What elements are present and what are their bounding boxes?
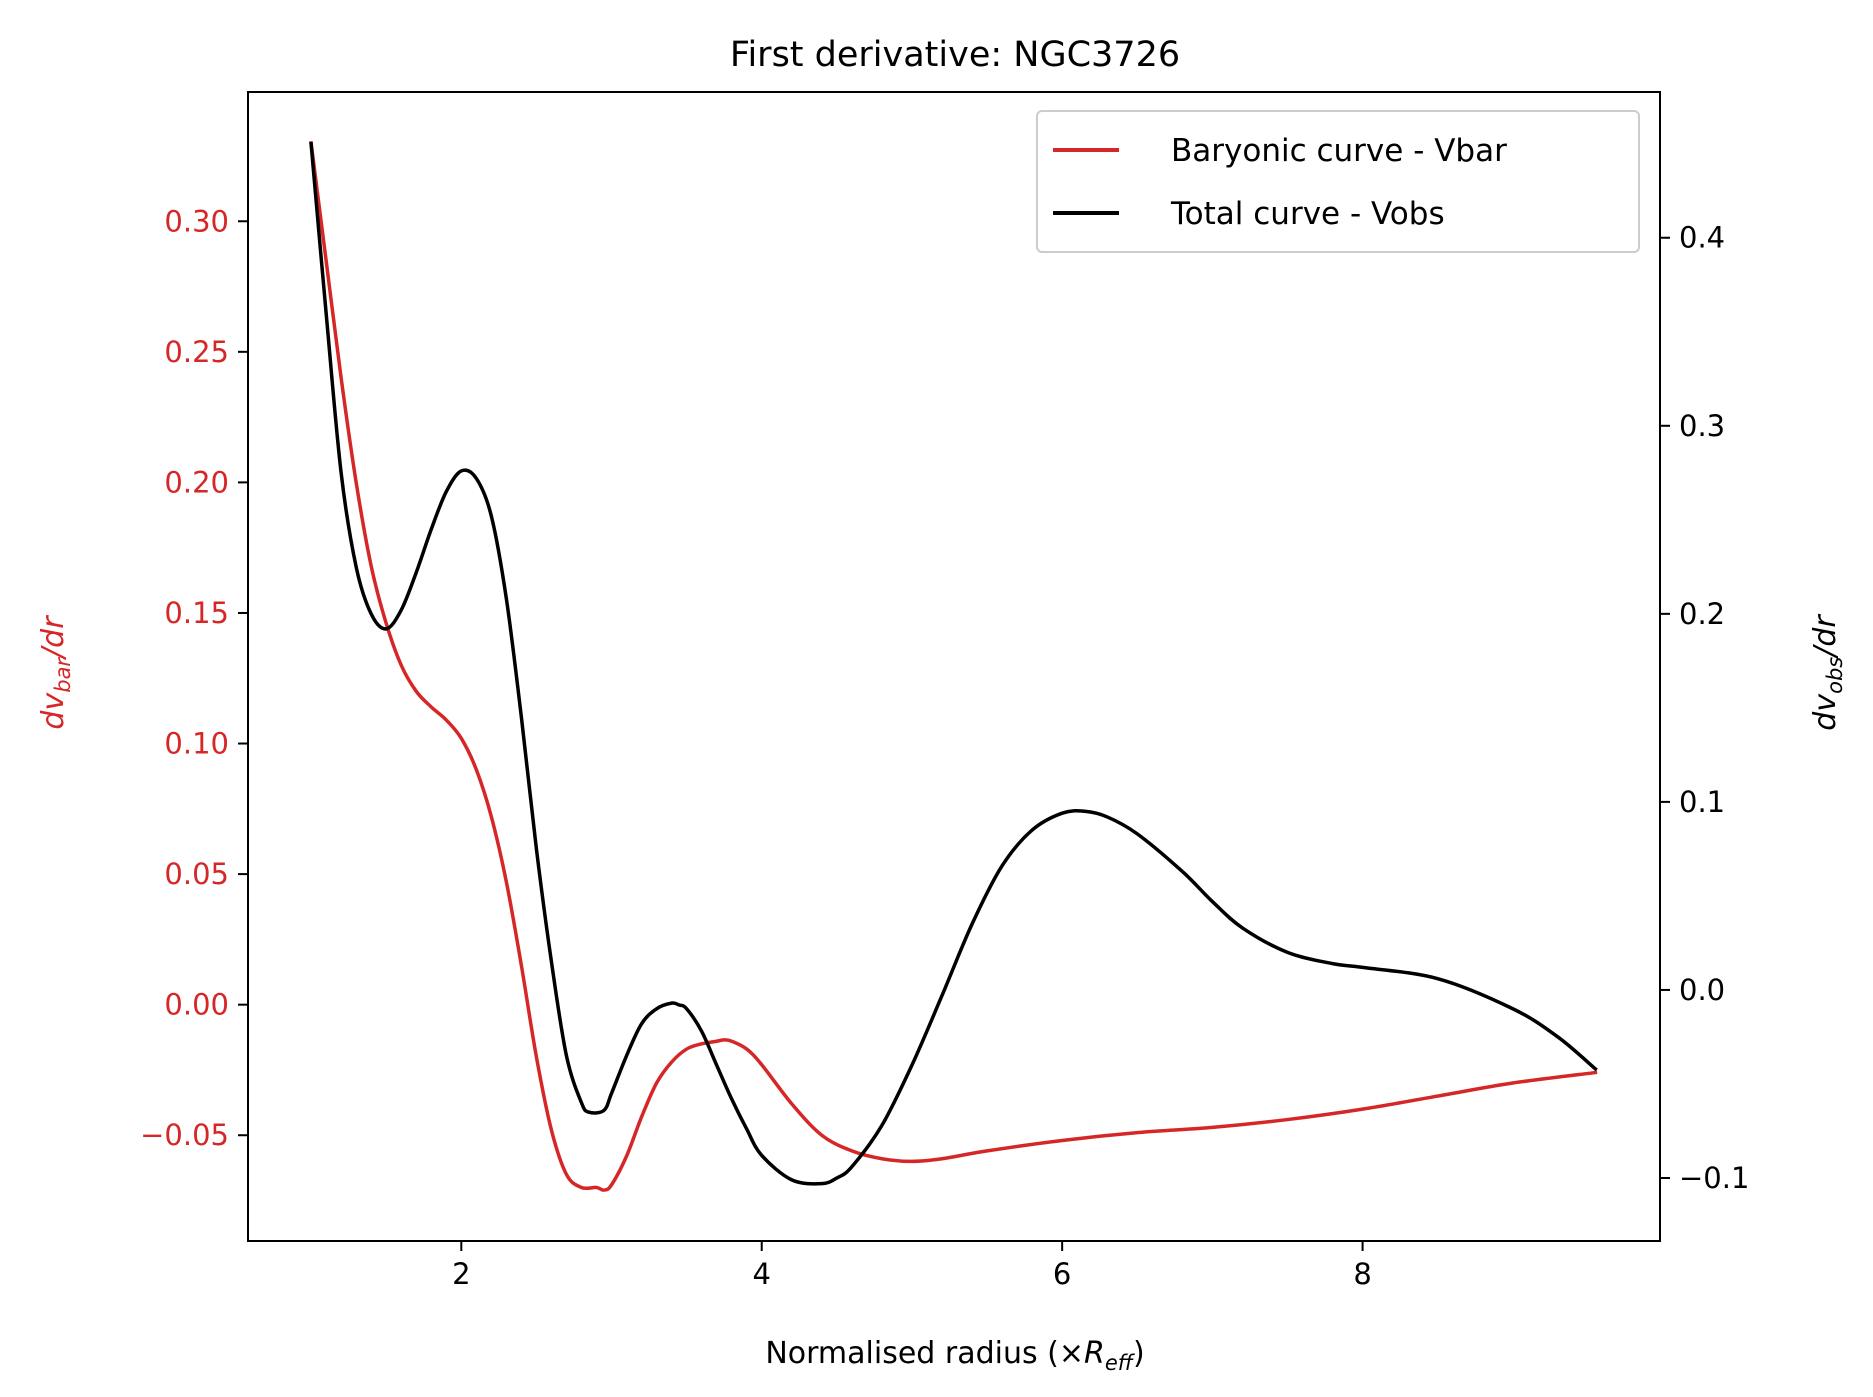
x-axis-label: Normalised radius (×Reff) — [765, 1336, 1144, 1375]
x-tick-label: 8 — [1353, 1257, 1371, 1291]
right-y-axis-label: dvobs/dr — [1808, 614, 1847, 731]
x-axis-ticks: 2 4 6 8 — [452, 1241, 1372, 1291]
chart-title: First derivative: NGC3726 — [730, 35, 1180, 75]
left-axis-ticks: 0.30 0.25 0.20 0.15 0.10 0.05 0.00 −0.05 — [140, 204, 248, 1152]
left-y-tick-label: −0.05 — [140, 1118, 229, 1152]
legend-box — [1036, 110, 1640, 253]
legend-label-baryonic: Baryonic curve - Vbar — [1171, 133, 1507, 169]
right-y-tick-label: 0.1 — [1679, 785, 1725, 819]
left-y-tick-label: 0.30 — [164, 204, 229, 238]
x-tick-label: 4 — [753, 1257, 771, 1291]
legend-label-total: Total curve - Vobs — [1170, 196, 1445, 232]
left-y-tick-label: 0.20 — [164, 465, 229, 499]
left-y-tick-label: 0.25 — [164, 335, 229, 369]
series-line-baryonic — [309, 140, 1598, 1192]
plot-area-frame — [247, 91, 1661, 1242]
series-line-total — [309, 141, 1598, 1186]
right-y-tick-label: 0.4 — [1679, 221, 1725, 255]
plot-lines — [309, 140, 1598, 1192]
left-y-tick-label: 0.10 — [164, 727, 229, 761]
left-y-axis-label: dvbar/dr — [36, 615, 75, 730]
left-y-tick-label: 0.05 — [164, 857, 229, 891]
legend: Baryonic curve - Vbar Total curve - Vobs — [1036, 110, 1640, 253]
right-y-tick-label: 0.0 — [1679, 973, 1725, 1007]
right-y-tick-label: −0.1 — [1679, 1161, 1749, 1195]
right-axis-ticks: 0.4 0.3 0.2 0.1 0.0 −0.1 — [1660, 221, 1749, 1195]
left-y-tick-label: 0.15 — [164, 596, 229, 630]
right-y-tick-label: 0.3 — [1679, 409, 1725, 443]
right-y-tick-label: 0.2 — [1679, 597, 1725, 631]
x-tick-label: 6 — [1053, 1257, 1071, 1291]
left-y-tick-label: 0.00 — [164, 988, 229, 1022]
x-tick-label: 2 — [452, 1257, 470, 1291]
